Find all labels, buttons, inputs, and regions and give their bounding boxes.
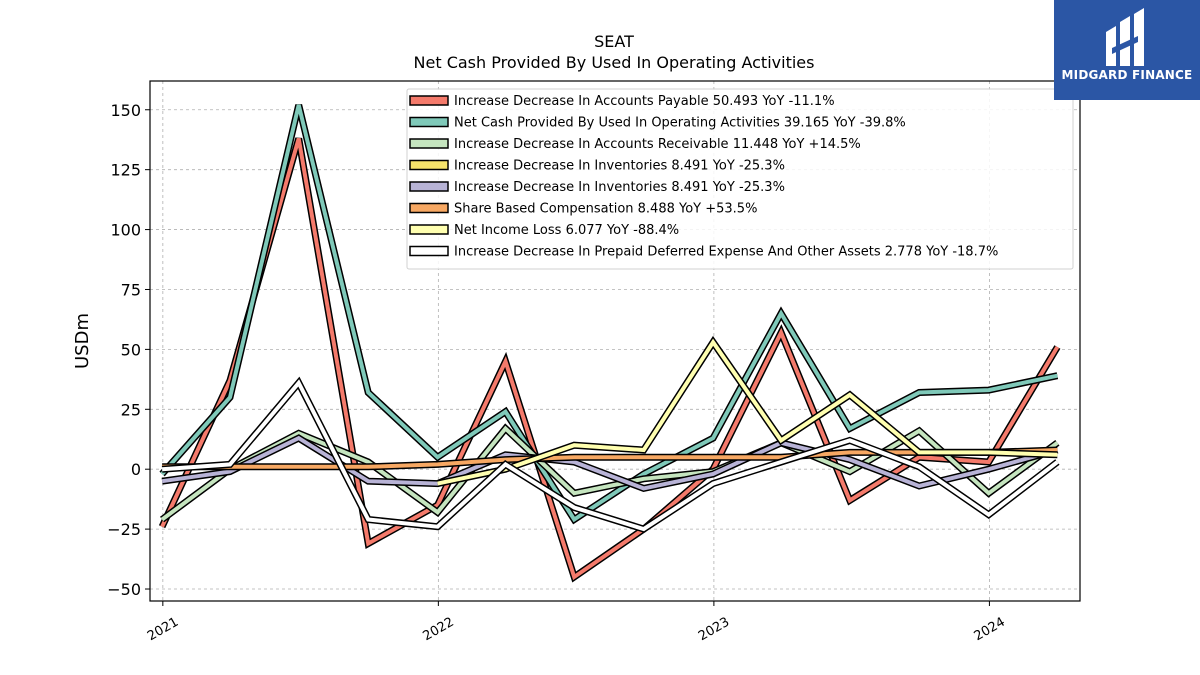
x-tick-label: 2024 [972, 615, 1008, 645]
legend-swatch [409, 181, 449, 192]
series-line [162, 448, 1058, 469]
legend-label: Increase Decrease In Prepaid Deferred Ex… [454, 245, 998, 260]
legend-swatch [409, 116, 449, 128]
series-layer [158, 104, 1061, 583]
midgard-finance-logo: MIDGARD FINANCE [1054, 0, 1200, 100]
legend-swatch [409, 95, 449, 106]
legend-swatch [409, 245, 449, 257]
logo-text: MIDGARD FINANCE [1061, 68, 1193, 82]
legend-swatch [409, 159, 449, 171]
y-tick-label: 125 [110, 161, 141, 180]
legend-box [406, 88, 1074, 270]
x-tick-label: 2021 [145, 615, 181, 645]
logo-mark-icon [1106, 8, 1144, 66]
legend: Increase Decrease In Accounts Payable 50… [406, 88, 1074, 270]
y-tick-label: 150 [110, 101, 141, 120]
legend-label: Increase Decrease In Accounts Payable 50… [454, 94, 835, 109]
x-tick-label: 2022 [421, 615, 457, 645]
plot-frame [149, 80, 1081, 602]
y-tick-label: 75 [121, 280, 141, 299]
legend-label: Increase Decrease In Inventories 8.491 Y… [454, 180, 785, 195]
y-tick-label: −50 [107, 580, 141, 599]
legend-swatch [409, 202, 449, 214]
y-tick-label: 50 [121, 340, 141, 359]
legend-label: Share Based Compensation 8.488 YoY +53.5… [454, 202, 757, 217]
y-tick-label: −25 [107, 520, 141, 539]
legend-label: Increase Decrease In Accounts Receivable… [454, 137, 861, 152]
legend-label: Net Cash Provided By Used In Operating A… [454, 116, 906, 131]
x-tick-label: 2023 [696, 615, 732, 645]
series-line [160, 425, 1059, 522]
series-line [161, 379, 1059, 532]
legend-swatch [409, 138, 449, 149]
legend-label: Increase Decrease In Inventories 8.491 Y… [454, 159, 785, 174]
series-line [161, 435, 1058, 491]
legend-label: Net Income Loss 6.077 YoY -88.4% [454, 223, 679, 238]
series-line [160, 104, 1058, 523]
legend-swatch [409, 224, 449, 235]
chart-subtitle: Net Cash Provided By Used In Operating A… [414, 53, 815, 72]
y-tick-label: 25 [121, 400, 141, 419]
series-line [437, 338, 1058, 486]
y-tick-label: 100 [110, 221, 141, 240]
y-tick-label: 0 [131, 460, 141, 479]
chart-title: SEAT [594, 32, 634, 51]
y-axis-label: USDm [72, 313, 93, 369]
